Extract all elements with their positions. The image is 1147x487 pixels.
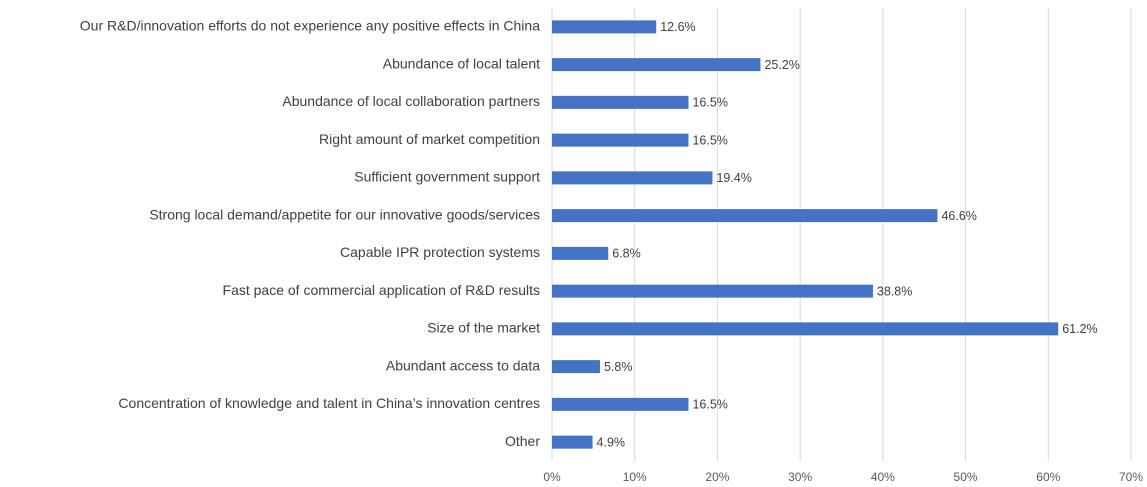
bar [552, 20, 657, 34]
x-tick-label: 40% [871, 470, 895, 484]
bar [552, 171, 713, 185]
y-tick-label: Fast pace of commercial application of R… [223, 282, 540, 298]
bar [552, 209, 938, 223]
bar [552, 133, 689, 147]
y-tick-label: Abundance of local collaboration partner… [282, 93, 540, 109]
value-label: 16.5% [692, 133, 727, 147]
value-label: 46.6% [941, 209, 976, 223]
x-tick-label: 20% [705, 470, 729, 484]
x-tick-label: 30% [788, 470, 812, 484]
value-label: 38.8% [877, 284, 912, 298]
y-tick-label: Abundance of local talent [383, 55, 540, 71]
y-tick-label: Concentration of knowledge and talent in… [118, 395, 540, 411]
y-tick-label: Other [505, 433, 540, 449]
y-tick-label: Our R&D/innovation efforts do not experi… [80, 18, 540, 34]
value-label: 61.2% [1062, 322, 1097, 336]
bar [552, 360, 600, 374]
y-tick-label: Abundant access to data [386, 357, 540, 373]
bar [552, 58, 761, 72]
x-tick-label: 70% [1119, 470, 1143, 484]
value-label: 12.6% [660, 20, 695, 34]
bar [552, 435, 593, 449]
y-tick-label: Sufficient government support [354, 169, 540, 185]
bar [552, 284, 873, 298]
bar [552, 95, 689, 109]
x-tick-label: 10% [623, 470, 647, 484]
bar [552, 397, 689, 411]
bar [552, 246, 609, 260]
y-tick-label: Capable IPR protection systems [340, 244, 540, 260]
y-tick-label: Strong local demand/appetite for our inn… [149, 206, 540, 222]
x-tick-label: 60% [1036, 470, 1060, 484]
value-label: 25.2% [764, 58, 799, 72]
value-label: 16.5% [692, 398, 727, 412]
value-label: 16.5% [692, 96, 727, 110]
value-label: 5.8% [604, 360, 633, 374]
value-label: 6.8% [612, 247, 641, 261]
value-label: 4.9% [597, 435, 626, 449]
value-label: 19.4% [716, 171, 751, 185]
x-tick-label: 50% [954, 470, 978, 484]
x-tick-label: 0% [543, 470, 561, 484]
bar [552, 322, 1059, 336]
y-tick-label: Right amount of market competition [319, 131, 540, 147]
y-tick-label: Size of the market [427, 320, 540, 336]
